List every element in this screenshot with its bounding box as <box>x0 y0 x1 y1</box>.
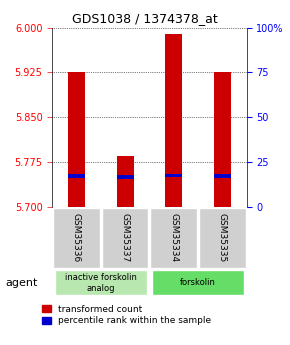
Legend: transformed count, percentile rank within the sample: transformed count, percentile rank withi… <box>42 305 212 325</box>
Bar <box>117 175 134 179</box>
FancyBboxPatch shape <box>152 270 244 295</box>
Bar <box>68 174 85 178</box>
Text: agent: agent <box>6 278 38 288</box>
FancyBboxPatch shape <box>53 208 100 268</box>
Bar <box>165 174 182 177</box>
Text: GSM35334: GSM35334 <box>169 214 178 263</box>
Text: GSM35337: GSM35337 <box>121 214 130 263</box>
Bar <box>117 156 134 207</box>
Text: GSM35335: GSM35335 <box>218 214 227 263</box>
Text: GSM35336: GSM35336 <box>72 214 81 263</box>
Bar <box>68 72 85 207</box>
FancyBboxPatch shape <box>55 270 147 295</box>
FancyBboxPatch shape <box>150 208 197 268</box>
FancyBboxPatch shape <box>102 208 148 268</box>
Bar <box>214 174 231 178</box>
Bar <box>165 33 182 207</box>
Text: inactive forskolin
analog: inactive forskolin analog <box>65 273 137 293</box>
FancyBboxPatch shape <box>199 208 246 268</box>
Text: forskolin: forskolin <box>180 278 216 287</box>
Bar <box>214 72 231 207</box>
Text: GDS1038 / 1374378_at: GDS1038 / 1374378_at <box>72 12 218 25</box>
